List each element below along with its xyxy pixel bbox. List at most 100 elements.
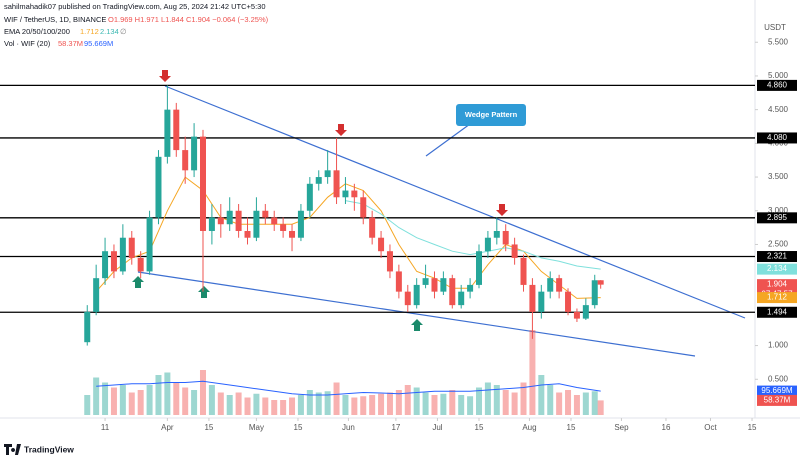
y-tick-label: 5.000 [768,71,789,80]
volume-bar [511,392,518,415]
candle-body [306,183,313,211]
candle-body [84,311,91,343]
candle-body [378,237,385,252]
candle-body [199,136,206,231]
volume-bar [547,385,554,415]
legend-header: sahilmahadik07 published on TradingView.… [4,2,269,48]
candle-body [155,156,162,218]
level-label: 2.321 [767,252,788,261]
volume-bar [235,392,242,415]
candle-body [182,150,189,171]
arrows [132,70,508,331]
volume-bar [271,400,278,415]
candle-body [164,109,171,157]
volume-bar [119,385,126,415]
indicator-line [96,380,601,396]
candle-body [582,305,589,319]
candle-body [280,224,287,231]
candle-body [146,217,153,272]
arrow-down [335,124,347,136]
level-tag [757,251,797,263]
callout-pointer [425,123,471,157]
candle-body [511,244,518,258]
volume-bar [538,375,545,415]
candle-body [591,280,598,306]
trendlines [137,85,746,357]
price-tag-label: 95.669M [761,386,792,395]
volume-bar [253,393,260,415]
candle-body [484,237,491,252]
arrow-up [411,319,423,331]
level-label: 1.494 [767,307,788,316]
candle-body [404,291,411,306]
y-tick-label: 3.000 [768,206,789,215]
candle-body [119,237,126,272]
candle-body [413,284,420,306]
candle-body [597,280,604,285]
volume-bar [351,397,358,415]
candle-body [333,170,340,198]
ohlc: O1.969 H1.971 L1.844 C1.904 −0.064 (−3.2… [108,15,269,24]
volume-bar [431,395,438,415]
candle-body [351,190,358,198]
vol-value: 95.669M [84,39,113,48]
volume-bar [217,392,224,415]
volume-bar [226,395,233,415]
volume-bar [422,392,429,415]
candle-body [253,210,260,238]
candle-body [475,251,482,285]
candle-body [386,251,393,272]
level-tag [757,79,797,91]
volume-bar [440,393,447,415]
candle-body [360,197,367,218]
candle-body [244,230,251,238]
volume-bar [244,397,251,415]
ema-label: EMA 20/50/100/200 [4,27,70,36]
candle-body [395,271,402,292]
candle-body [208,217,215,231]
candle-body [235,210,242,231]
candle-body [547,278,554,292]
price-tag [757,263,797,275]
candle-body [520,257,527,285]
x-tick-label: 15 [475,423,484,432]
volume-bar [404,385,411,415]
y-tick-label: 2.500 [768,240,789,249]
volume-bar [128,392,135,415]
callout: Wedge Pattern [425,104,526,157]
arrow-up [198,286,210,298]
candle-body [538,291,545,312]
x-tick-label: Jun [342,423,355,432]
candle-body [271,217,278,225]
candle-body [217,217,224,225]
volume-bar [386,392,393,415]
volume-bar [458,395,465,415]
candle-body [315,177,322,184]
candle-body [324,170,331,178]
candle-body [289,230,296,238]
brand-name: TradingView [24,444,74,454]
arrow-down [496,204,508,216]
volume-bar [297,395,304,415]
price-tag-label: 1.712 [767,293,788,302]
level-label: 4.860 [767,80,788,89]
volume-bar [199,370,206,415]
volume-bar [573,395,580,415]
volume-bar [280,400,287,415]
price-tag [757,385,797,397]
x-tick-label: 15 [294,423,303,432]
volume-bar [369,395,376,415]
volume-bar [342,395,349,415]
x-tick-label: 15 [567,423,576,432]
candle-body [467,284,474,292]
volume-bar [262,397,269,415]
x-tick-label: Jul [432,423,442,432]
volume-bar [146,385,153,415]
price-tag-label: 58.37M [764,396,791,405]
volume-bar [155,375,162,415]
volume-bar [306,390,313,415]
volume-bar [520,382,527,415]
candle-body [342,190,349,198]
candle-body [431,278,438,292]
